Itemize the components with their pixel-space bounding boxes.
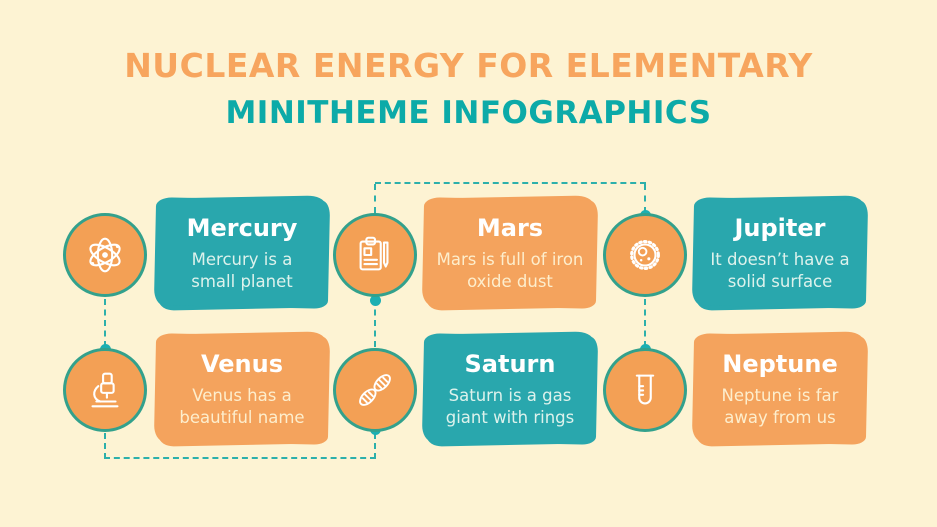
card-title: Mercury [186, 214, 298, 243]
clipboard-pencil-icon [352, 232, 398, 278]
card-title: Jupiter [734, 214, 826, 243]
connector-dot [370, 295, 381, 306]
card-title: Saturn [464, 350, 556, 379]
card-title: Mars [476, 214, 544, 243]
card-venus: Venus Venus has a beautiful name [158, 333, 326, 445]
neptune-icon-circle [603, 348, 687, 432]
page-title: NUCLEAR ENERGY FOR ELEMENTARY [124, 46, 813, 85]
dna-icon [352, 367, 398, 413]
card-jupiter: Jupiter It doesn’t have a solid surface [696, 197, 864, 309]
connector-saturn-down [374, 433, 376, 459]
connector-venus-down [104, 433, 106, 459]
venus-icon-circle [63, 348, 147, 432]
connector-mars-saturn [374, 299, 376, 347]
page-subtitle: MINITHEME INFOGRAPHICS [225, 95, 712, 131]
card-title: Venus [201, 350, 283, 379]
connector-top-horizontal [375, 182, 646, 184]
saturn-icon-circle [333, 348, 417, 432]
mercury-icon-circle [63, 213, 147, 297]
connector-bottom-horizontal [104, 457, 376, 459]
card-body: Mercury is a small planet [191, 250, 293, 291]
connector-mercury-venus [104, 299, 106, 347]
card-saturn: Saturn Saturn is a gas giant with rings [426, 333, 594, 445]
card-mercury: Mercury Mercury is a small planet [158, 197, 326, 309]
card-body: Venus has a beautiful name [179, 386, 305, 427]
connector-jupiter-up [644, 184, 646, 213]
mars-icon-circle [333, 213, 417, 297]
connector-mars-up [374, 184, 376, 213]
card-body: Mars is full of iron oxide dust [436, 250, 584, 291]
test-tube-icon [622, 367, 668, 413]
jupiter-icon-circle [603, 213, 687, 297]
card-title: Neptune [722, 350, 838, 379]
connector-jupiter-neptune [644, 299, 646, 347]
card-mars: Mars Mars is full of iron oxide dust [426, 197, 594, 309]
card-body: Neptune is far away from us [721, 386, 839, 427]
card-body: Saturn is a gas giant with rings [445, 386, 575, 427]
atom-icon [82, 232, 128, 278]
virus-icon [622, 232, 668, 278]
card-body: It doesn’t have a solid surface [710, 250, 850, 291]
microscope-icon [82, 367, 128, 413]
card-neptune: Neptune Neptune is far away from us [696, 333, 864, 445]
